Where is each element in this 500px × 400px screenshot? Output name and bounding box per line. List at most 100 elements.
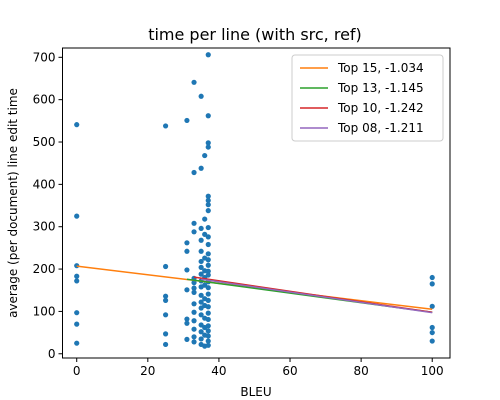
axes-frame [62,47,451,359]
data-point [205,316,211,323]
data-point [429,329,435,336]
data-point [205,140,211,146]
data-point [198,312,204,318]
data-point [205,310,211,316]
x-tick-label: 100 [421,364,444,378]
data-point [198,237,204,243]
data-point [162,331,169,337]
data-point [184,117,190,124]
data-point [74,340,80,346]
y-tick-label: 300 [33,220,56,234]
x-axis-label: BLEU [240,385,271,399]
data-point [191,301,197,307]
plot-area: 0 20 40 60 80 100 0 100 200 300 400 500 600 700 [33,47,451,378]
y-tick-label: 700 [33,50,56,64]
data-point [74,278,80,284]
data-point [205,333,211,339]
data-point [162,312,169,318]
legend-label: Top 13, -1.145 [337,81,424,95]
data-point [429,303,435,309]
data-point [205,328,211,334]
x-tick-label: 60 [282,364,297,378]
data-point [184,316,190,322]
data-point [198,93,204,99]
data-point [205,285,211,291]
data-point [198,248,204,254]
legend-label: Top 10, -1.242 [337,101,424,115]
x-tick-label: 80 [353,364,368,378]
y-axis-label: average (per document) line edit time [6,88,20,318]
data-point [191,326,197,332]
y-tick-label: 0 [48,347,56,361]
x-tick-label: 40 [211,364,226,378]
y-tick-label: 200 [33,262,56,276]
data-point [205,338,211,344]
data-point [184,320,190,326]
data-point [191,339,197,345]
data-point [162,341,169,348]
data-point [205,241,211,248]
data-point [205,193,211,199]
y-tick-label: 500 [33,135,56,149]
data-point [74,273,80,279]
data-point [202,216,208,222]
data-point [184,248,190,254]
data-point [205,268,211,274]
data-point [162,297,169,304]
x-tick-label: 0 [73,364,81,378]
regression-lines [76,265,433,314]
data-point [191,229,197,235]
data-point [198,258,204,265]
data-point [205,52,211,58]
data-point [198,336,204,342]
data-point [429,281,435,287]
data-point [198,271,204,277]
data-point [205,262,211,268]
data-point [162,293,169,299]
data-point [205,144,211,150]
data-point [184,336,190,342]
legend-box [291,54,444,142]
data-point [74,213,80,219]
data-point [198,299,204,305]
data-point [205,257,211,263]
data-point [191,220,197,226]
data-point [162,123,169,129]
data-point [191,309,197,315]
data-point [74,122,80,128]
data-point [205,291,211,297]
legend: Top 15, -1.034 Top 13, -1.145 Top 10, -1.2… [291,54,444,142]
y-tick-label: 400 [33,177,56,191]
data-point [205,323,211,329]
y-axis-ticks: 0 100 200 300 400 500 600 700 [33,50,63,361]
data-point [205,342,211,348]
data-point [191,289,197,295]
data-point [205,297,211,304]
data-point [202,152,208,159]
data-point [184,240,190,246]
data-point [191,79,197,85]
legend-label: Top 15, -1.034 [337,61,424,75]
data-point [205,113,211,119]
data-point [198,292,204,298]
data-point [205,208,211,214]
data-point [429,274,435,281]
legend-label: Top 08, -1.211 [337,121,424,135]
data-point [162,263,169,270]
data-point [205,202,211,208]
data-point [198,225,204,232]
data-point [184,267,190,273]
data-point [205,234,211,240]
data-point [184,287,190,293]
data-point [429,338,435,344]
x-tick-label: 20 [140,364,155,378]
data-point [205,304,211,310]
data-point [198,264,204,270]
x-axis-ticks: 0 20 40 60 80 100 [73,358,444,378]
data-point [74,310,80,316]
data-point [205,197,211,204]
data-point [191,318,197,324]
series-line-4 [201,278,433,314]
data-point [205,224,211,231]
